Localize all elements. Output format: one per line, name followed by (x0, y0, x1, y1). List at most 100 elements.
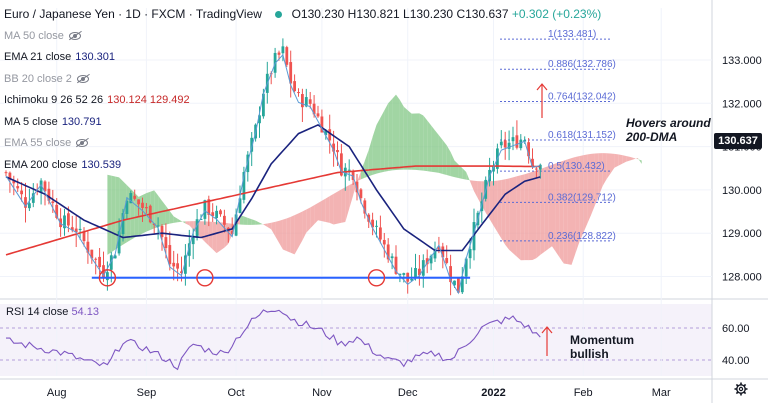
candle-body (86, 241, 90, 253)
candle-body (223, 215, 226, 225)
support-touch-circle (98, 269, 117, 287)
cloud-segment (528, 171, 533, 261)
cloud-segment (111, 175, 116, 253)
cloud-segment (435, 130, 439, 173)
cloud-segment (618, 154, 623, 166)
cloud-segment (337, 189, 342, 224)
symbol-row: Euro / Japanese Yen · 1D · FXCM · Tradin… (4, 4, 601, 26)
indicator-label: EMA 55 close (4, 137, 72, 149)
candle-body (301, 94, 304, 108)
cloud-segment (633, 157, 638, 160)
candle-body (16, 186, 20, 189)
cloud-segment (282, 218, 287, 252)
candle-body (242, 172, 246, 200)
candle-body (328, 129, 332, 141)
candle-body (285, 47, 289, 65)
candle-body (219, 210, 222, 215)
cloud-segment (290, 215, 295, 255)
price-tick-label: 133.000 (722, 55, 762, 67)
candle-body (515, 135, 519, 148)
fib-label: 0.618(131.152) (548, 130, 616, 141)
cloud-segment (579, 155, 584, 243)
cloud-segment (407, 110, 412, 170)
indicator-row[interactable]: EMA 21 close 130.301 (4, 47, 601, 69)
candle-body (67, 213, 70, 226)
candle-body (340, 153, 343, 176)
indicator-row[interactable]: EMA 55 close (4, 133, 601, 155)
momentum-note: Momentum bullish (570, 333, 634, 361)
annotation-arrows (536, 83, 553, 356)
rsi-panel (5, 309, 541, 371)
candle-body (55, 204, 59, 218)
candle-body (109, 255, 113, 270)
cloud-segment (255, 220, 260, 225)
candle-body (8, 172, 12, 180)
price-tick-label: 129.000 (722, 228, 762, 240)
cloud-segment (423, 115, 428, 172)
gear-icon[interactable] (734, 382, 748, 396)
candle-body (445, 258, 449, 263)
cloud-segment (598, 153, 603, 196)
cloud-segment (372, 124, 377, 175)
indicator-row[interactable]: EMA 200 close 130.539 (4, 155, 601, 177)
rsi-legend[interactable]: RSI 14 close 54.13 (6, 306, 99, 318)
cloud-segment (454, 160, 459, 179)
cloud-segment (189, 221, 194, 230)
cloud-segment (594, 153, 599, 206)
cloud-segment (583, 154, 588, 234)
indicator-value: 130.539 (81, 158, 122, 171)
indicator-row[interactable]: MA 5 close 130.791 (4, 112, 601, 134)
candle-body (164, 237, 168, 249)
cloud-segment (501, 179, 506, 245)
hidden-eye-icon[interactable] (68, 31, 81, 40)
candle-body (106, 272, 109, 281)
candle-body (418, 268, 421, 276)
candle-body (386, 244, 390, 260)
cloud-segment (243, 216, 248, 225)
candle-body (531, 158, 534, 167)
hidden-eye-icon[interactable] (76, 139, 89, 148)
candle-body (160, 225, 164, 238)
candle-body (113, 255, 117, 259)
ma5-line (5, 53, 541, 295)
cloud-segment (314, 203, 318, 225)
cloud-segment (462, 168, 467, 180)
time-tick-label: Nov (312, 387, 332, 399)
cloud-segment (173, 216, 178, 223)
time-tick-label: Feb (574, 387, 593, 399)
candle-body (129, 193, 133, 204)
cloud-segment (559, 160, 564, 264)
symbol-title[interactable]: Euro / Japanese Yen · 1D · FXCM · Tradin… (4, 7, 262, 21)
cloud-segment (259, 222, 264, 225)
indicator-row[interactable]: Ichimoku 9 26 52 26 130.124 129.492 (4, 90, 601, 112)
cloud-segment (544, 166, 549, 252)
candle-body (203, 200, 207, 219)
indicator-row[interactable]: BB 20 close 2 (4, 69, 601, 91)
candle-body (363, 200, 367, 214)
candle-body (375, 225, 378, 227)
candle-body (137, 199, 140, 205)
cloud-segment (571, 157, 576, 265)
cloud-segment (513, 176, 517, 257)
cloud-segment (177, 218, 182, 223)
cloud-segment (325, 196, 330, 223)
hidden-eye-icon[interactable] (76, 74, 89, 83)
cloud-segment (263, 223, 268, 227)
candle-body (20, 190, 23, 195)
candle-body (523, 140, 527, 142)
cloud-segment (107, 174, 112, 255)
indicator-row[interactable]: MA 50 close (4, 26, 601, 48)
cloud-segment (489, 181, 494, 226)
candle-body (382, 239, 386, 245)
candle-body (63, 215, 66, 229)
candle-body (215, 210, 218, 219)
candle-body (464, 258, 468, 277)
candle-body (457, 277, 460, 293)
candle-body (293, 81, 296, 92)
support-circles (98, 269, 386, 287)
cloud-segment (224, 222, 229, 248)
candle-body (74, 228, 78, 233)
candle-body (453, 280, 456, 286)
cloud-segment (438, 135, 443, 174)
